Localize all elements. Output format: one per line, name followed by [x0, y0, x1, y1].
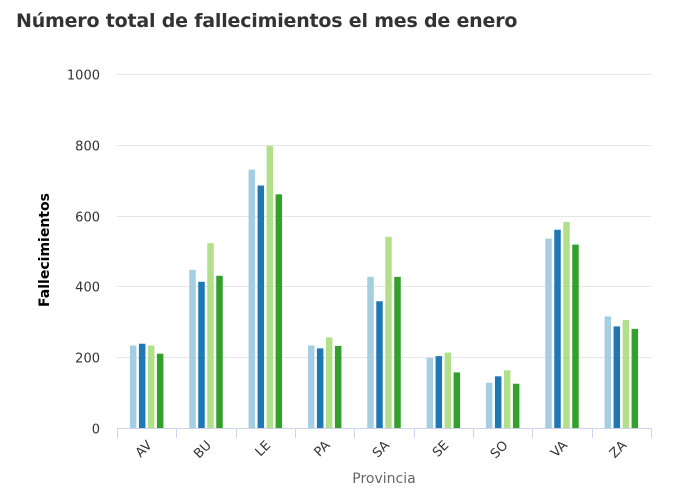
bar-SE-series-2[interactable]	[435, 356, 443, 428]
bar-SA-series-1[interactable]	[367, 276, 374, 428]
bar-ZA-series-2[interactable]	[613, 326, 621, 428]
bar-SO-series-4[interactable]	[512, 383, 520, 428]
y-tick-label: 400	[75, 281, 100, 296]
bar-BU-series-4[interactable]	[216, 275, 223, 428]
bar-LE-series-4[interactable]	[275, 194, 283, 428]
bar-LE-series-2[interactable]	[257, 185, 265, 428]
x-tick-label: BU	[191, 438, 215, 462]
bar-VA-series-4[interactable]	[572, 244, 579, 428]
bar-VA-series-3[interactable]	[563, 221, 570, 428]
bar-PA-series-1[interactable]	[307, 345, 315, 428]
bar-LE-series-1[interactable]	[248, 169, 256, 428]
x-tick-label: SA	[370, 438, 393, 461]
bar-AV-series-2[interactable]	[138, 343, 146, 428]
bar-ZA-series-4[interactable]	[631, 328, 639, 428]
bar-SA-series-4[interactable]	[394, 276, 401, 428]
bar-SO-series-1[interactable]	[485, 382, 493, 428]
y-axis-ticks: 0 200 400 600 800 1000	[67, 69, 100, 438]
chart-title: Número total de fallecimientos el mes de…	[16, 10, 518, 32]
bar-PA-series-4[interactable]	[334, 345, 342, 428]
bar-BU-series-1[interactable]	[189, 269, 196, 428]
x-axis-ticks: AV BU LE PA SA SE SO VA ZA	[117, 428, 652, 462]
y-axis-title: Fallecimientos	[37, 193, 53, 307]
bar-PA-series-2[interactable]	[316, 348, 324, 428]
bar-SE-series-1[interactable]	[426, 357, 434, 428]
y-tick-label: 600	[75, 211, 100, 226]
bar-BU-series-2[interactable]	[198, 281, 205, 428]
bar-ZA-series-1[interactable]	[604, 316, 612, 428]
bar-SE-series-4[interactable]	[453, 372, 461, 428]
bar-AV-series-3[interactable]	[147, 345, 155, 428]
bar-SA-series-3[interactable]	[385, 236, 392, 428]
x-tick-label: VA	[548, 438, 571, 461]
x-tick-label: LE	[253, 438, 275, 460]
x-tick-label: SO	[488, 438, 512, 462]
bar-ZA-series-3[interactable]	[622, 320, 630, 428]
bar-SO-series-2[interactable]	[494, 376, 502, 428]
bar-VA-series-1[interactable]	[545, 238, 552, 428]
y-tick-label: 800	[75, 140, 100, 155]
bar-BU-series-3[interactable]	[207, 243, 214, 428]
bar-LE-series-3[interactable]	[266, 145, 274, 428]
y-tick-label: 1000	[67, 69, 100, 84]
x-axis-title: Provincia	[352, 471, 415, 487]
bar-PA-series-3[interactable]	[325, 337, 333, 428]
bars	[129, 145, 639, 428]
bar-SE-series-3[interactable]	[444, 352, 452, 428]
bar-VA-series-2[interactable]	[554, 229, 561, 428]
bar-SA-series-2[interactable]	[376, 301, 383, 428]
x-tick-label: ZA	[607, 438, 630, 461]
gridlines	[117, 74, 651, 358]
bar-AV-series-4[interactable]	[156, 353, 164, 428]
y-tick-label: 0	[92, 423, 100, 438]
bar-SO-series-3[interactable]	[503, 370, 511, 428]
x-tick-label: SE	[430, 438, 452, 460]
x-tick-label: AV	[133, 438, 156, 461]
x-tick-label: PA	[312, 438, 334, 460]
bar-AV-series-1[interactable]	[129, 345, 137, 428]
y-tick-label: 200	[75, 352, 100, 367]
